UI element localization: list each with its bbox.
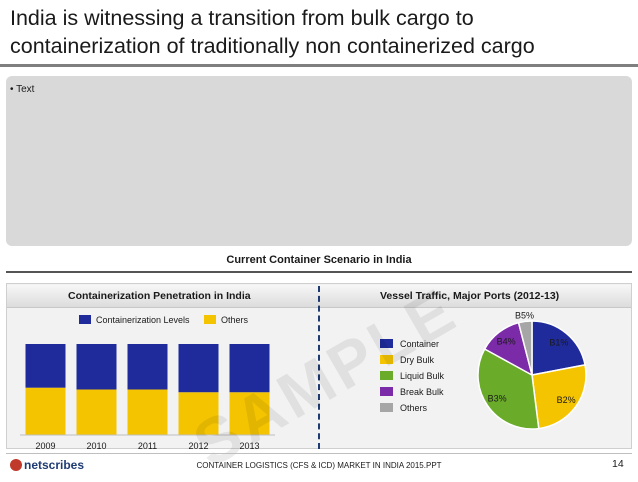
pie-slice-1	[531, 364, 587, 430]
legend-swatch-0	[79, 315, 91, 324]
pie-data-label-2: B3%	[488, 394, 507, 404]
pie-data-label-0: B1%	[549, 338, 568, 348]
pie-legend-swatch-1	[380, 355, 393, 364]
x-tick-2012: 2012	[188, 441, 208, 451]
pie-data-label-1: B2%	[557, 395, 576, 405]
pie-legend-label-0: Container	[400, 339, 439, 349]
pie-data-label-4: B5%	[515, 310, 534, 320]
bar-2012-0	[178, 344, 219, 393]
x-tick-2011: 2011	[138, 441, 157, 451]
section-divider	[6, 271, 632, 273]
pie-legend-label-2: Liquid Bulk	[400, 371, 445, 381]
bar-2013-1	[229, 392, 270, 435]
pie-legend-swatch-4	[380, 403, 393, 412]
pie-legend-swatch-2	[380, 371, 393, 380]
footer-text: CONTAINER LOGISTICS (CFS & ICD) MARKET I…	[196, 461, 442, 470]
bullet-text: • Text	[10, 84, 35, 95]
pie-chart-title: Vessel Traffic, Major Ports (2012-13)	[380, 290, 560, 302]
legend-label-0: Containerization Levels	[96, 315, 190, 325]
x-tick-2010: 2010	[86, 441, 106, 451]
netscribes-logo: netscribes	[10, 458, 84, 472]
bar-2012-1	[178, 392, 219, 435]
bar-2010-0	[76, 344, 117, 390]
slide-title: India is witnessing a transition from bu…	[10, 6, 535, 58]
pie-slice-0	[531, 320, 586, 376]
pie-chart: Container Dry Bulk Liquid Bulk Break Bulk Ot…	[380, 310, 587, 430]
panel-divider	[318, 286, 320, 449]
pie-legend-swatch-0	[380, 339, 393, 348]
bar-2009-0	[25, 344, 66, 388]
logo-text: netscribes	[24, 458, 85, 472]
legend-label-1: Others	[221, 315, 249, 325]
pie-slice-4	[517, 320, 533, 376]
pie-slice-2	[477, 347, 540, 430]
bar-2010-1	[76, 389, 117, 435]
pie-legend-label-3: Break Bulk	[400, 387, 444, 397]
footer-divider	[6, 453, 632, 454]
pie-legend-label-1: Dry Bulk	[400, 355, 435, 365]
bar-2009-1	[25, 387, 66, 435]
x-tick-2013: 2013	[239, 441, 259, 451]
text-box: • Text	[6, 76, 632, 246]
bar-2013-0	[229, 344, 270, 393]
pie-legend-label-4: Others	[400, 403, 428, 413]
title-divider	[0, 64, 638, 67]
bar-2011-0	[127, 344, 168, 390]
section-title: Current Container Scenario in India	[226, 254, 412, 266]
legend-swatch-1	[204, 315, 216, 324]
x-tick-2009: 2009	[35, 441, 55, 451]
bar-chart: Containerization Levels Others 2009 2010 201…	[20, 315, 275, 451]
bar-2011-1	[127, 389, 168, 435]
pie-data-label-3: B4%	[497, 337, 516, 347]
bar-chart-title: Containerization Penetration in India	[68, 290, 251, 302]
pie-legend-swatch-3	[380, 387, 393, 396]
page-number: 14	[612, 458, 624, 470]
logo-icon	[10, 459, 22, 471]
